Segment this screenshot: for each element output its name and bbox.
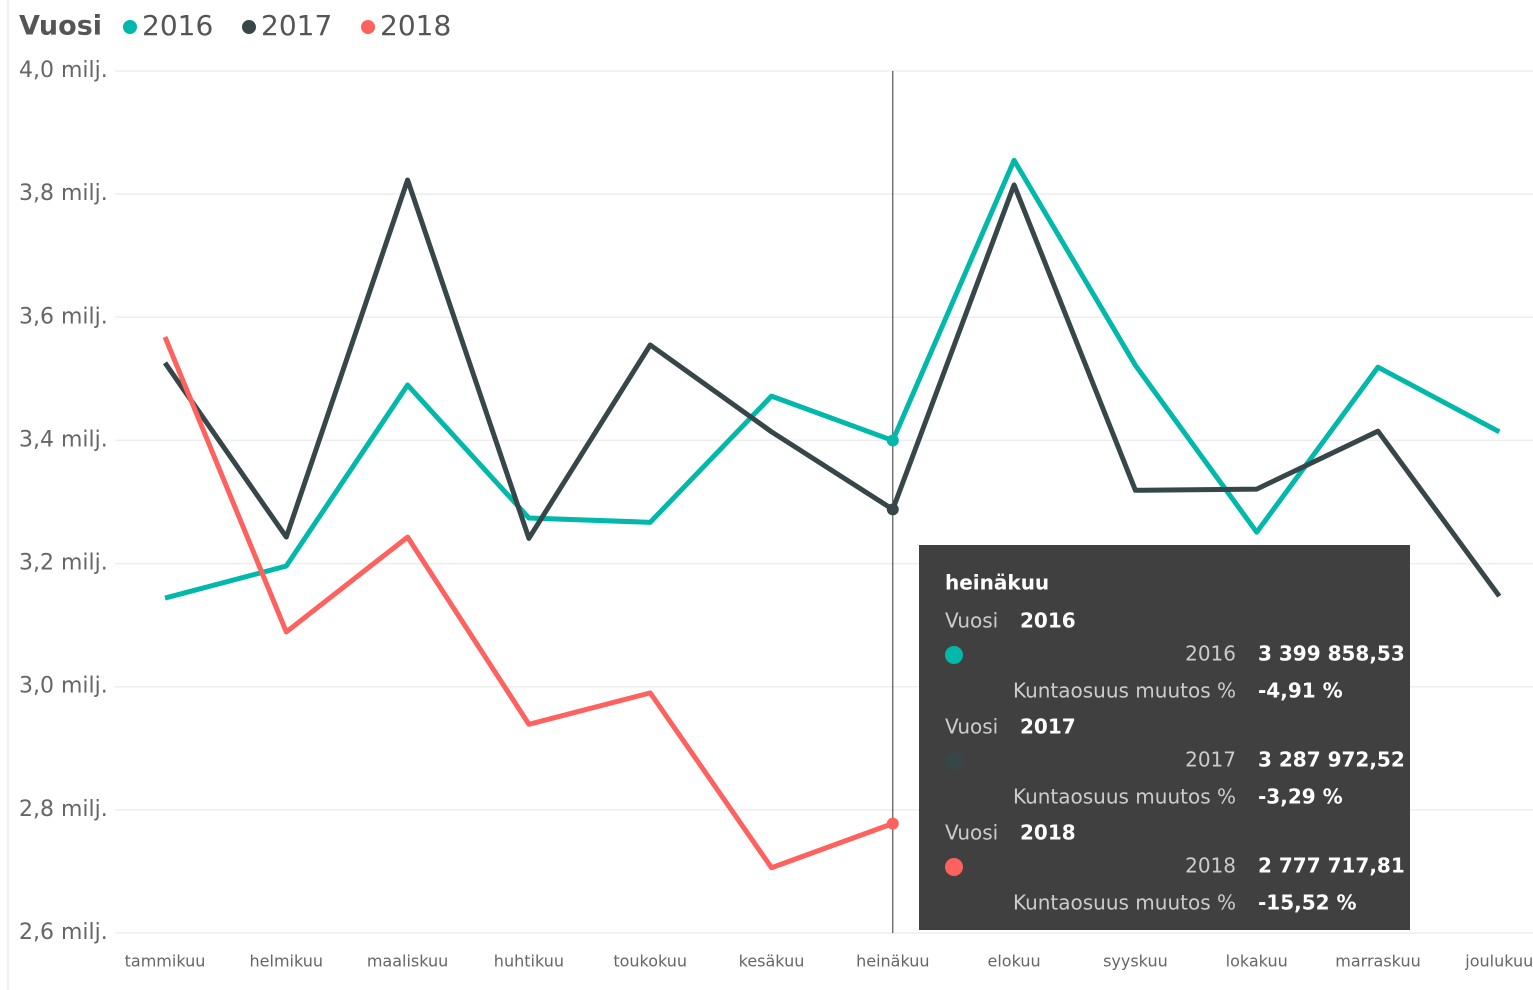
plot: [162, 71, 1502, 933]
tooltip-measure: Kuntaosuus muutos %: [1013, 891, 1236, 915]
tooltip-year: 2016: [1020, 609, 1076, 633]
series-line: [162, 177, 1502, 598]
y-tick-label: 2,6 milj.: [19, 920, 108, 945]
tooltip-box: [919, 545, 1410, 930]
y-tick-label: 4,0 milj.: [19, 58, 108, 83]
legend-label[interactable]: 2016: [142, 9, 213, 42]
series-line: [162, 336, 894, 871]
tooltip-series: 2018: [1185, 854, 1236, 878]
legend: Vuosi 2016 2017 2018: [19, 9, 451, 42]
x-tick-label: heinäkuu: [856, 952, 929, 971]
tooltip-year: 2018: [1020, 821, 1076, 845]
tooltip-change: -4,91 %: [1258, 679, 1343, 703]
tooltip-value: 2 777 717,81: [1258, 854, 1405, 878]
hover-marker: [886, 434, 899, 447]
legend-marker: [242, 20, 256, 34]
grid: 2,6 milj. 2,8 milj. 3,0 milj. 3,2 milj. 3,4 …: [19, 58, 1533, 971]
tooltip-marker: [945, 858, 963, 876]
tooltip-measure: Kuntaosuus muutos %: [1013, 785, 1236, 809]
x-tick-label: tammikuu: [125, 952, 206, 971]
tooltip-value: 3 399 858,53: [1258, 642, 1405, 666]
tooltip-change: -3,29 %: [1258, 785, 1343, 809]
legend-label[interactable]: 2017: [261, 9, 332, 42]
tooltip-marker: [945, 752, 963, 770]
legend-marker: [361, 20, 375, 34]
tooltip-year: 2017: [1020, 715, 1076, 739]
x-tick-label: elokuu: [988, 952, 1041, 971]
tooltip-label: Vuosi: [945, 715, 998, 739]
y-tick-label: 3,4 milj.: [19, 427, 108, 452]
y-tick-label: 3,0 milj.: [19, 674, 108, 699]
legend-title: Vuosi: [19, 11, 102, 42]
y-tick-label: 3,8 milj.: [19, 181, 108, 206]
x-tick-label: helmikuu: [250, 952, 324, 971]
tooltip-label: Vuosi: [945, 609, 998, 633]
x-tick-label: toukokuu: [613, 952, 687, 971]
tooltip-series: 2016: [1185, 642, 1236, 666]
legend-marker: [123, 20, 137, 34]
y-tick-label: 2,8 milj.: [19, 797, 108, 822]
x-tick-label: lokakuu: [1226, 952, 1288, 971]
x-tick-label: maaliskuu: [367, 952, 448, 971]
x-tick-label: kesäkuu: [739, 952, 805, 971]
tooltip-label: Vuosi: [945, 821, 998, 845]
x-tick-label: syyskuu: [1103, 952, 1168, 971]
series-line: [164, 157, 1501, 601]
chart-title: Kaikki kokonaiskunnat: [560, 0, 1350, 13]
tooltip: heinäkuu Vuosi 2016 2016 3 399 858,53 Kuntaos…: [919, 545, 1410, 930]
x-tick-label: huhtikuu: [494, 952, 564, 971]
x-tick-label: marraskuu: [1335, 952, 1420, 971]
tooltip-series: 2017: [1185, 748, 1236, 772]
tooltip-marker: [945, 646, 963, 664]
hover-marker: [886, 503, 899, 516]
legend-label[interactable]: 2018: [380, 9, 451, 42]
y-tick-label: 3,6 milj.: [19, 304, 108, 329]
y-tick-label: 3,2 milj.: [19, 551, 108, 576]
tooltip-measure: Kuntaosuus muutos %: [1013, 679, 1236, 703]
tooltip-value: 3 287 972,52: [1258, 748, 1405, 772]
tooltip-change: -15,52 %: [1258, 891, 1357, 915]
tooltip-title: heinäkuu: [945, 571, 1049, 595]
x-tick-label: joulukuu: [1464, 952, 1533, 971]
hover-marker: [886, 817, 899, 830]
